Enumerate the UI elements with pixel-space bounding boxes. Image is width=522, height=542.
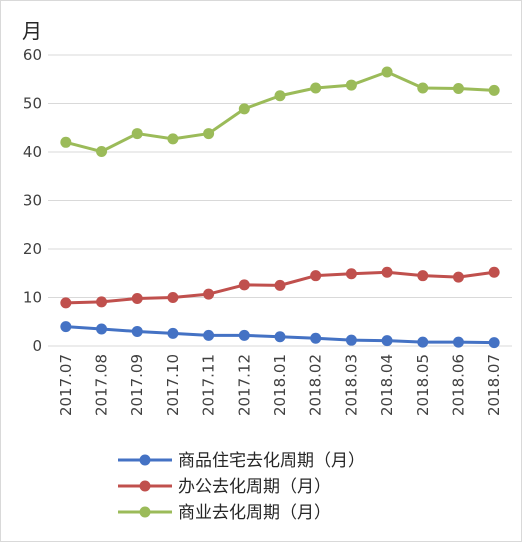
data-point: [310, 332, 322, 344]
y-tick-label: 30: [23, 192, 42, 210]
data-point: [167, 292, 179, 303]
data-point: [381, 335, 393, 347]
data-point: [131, 128, 143, 140]
x-tick-label: 2017.10: [164, 354, 182, 416]
x-tick-label: 2018.01: [271, 354, 289, 416]
legend-marker: [139, 454, 151, 466]
x-tick-label: 2018.07: [485, 354, 503, 416]
y-tick-label: 0: [32, 337, 42, 355]
data-point: [488, 84, 500, 96]
data-point: [345, 79, 357, 91]
y-axis-unit-label: 月: [22, 19, 42, 43]
data-point: [60, 297, 72, 309]
series-1: [60, 266, 500, 309]
data-point: [417, 270, 429, 282]
legend-marker: [139, 506, 151, 518]
legend: 商品住宅去化周期（月） 办公去化周期（月） 商业去化周期（月）: [118, 451, 365, 523]
data-point: [381, 266, 393, 278]
data-point: [96, 323, 108, 335]
legend-marker: [139, 480, 151, 492]
data-point: [203, 128, 215, 140]
data-point: [60, 321, 72, 333]
data-point: [203, 288, 215, 300]
series-2: [60, 66, 500, 158]
y-tick-label: 60: [23, 46, 42, 64]
data-point: [417, 336, 429, 348]
x-tick-label: 2018.05: [414, 354, 432, 416]
y-tick-label: 40: [23, 143, 42, 161]
data-point: [167, 327, 179, 339]
data-point: [131, 292, 143, 304]
x-tick-label: 2017.07: [57, 354, 75, 416]
legend-label: 商业去化周期（月）: [178, 503, 331, 523]
x-tick-label: 2018.02: [307, 354, 325, 416]
data-point: [452, 82, 464, 94]
data-point: [167, 133, 179, 145]
series-group: [60, 66, 500, 349]
data-point: [417, 82, 429, 94]
data-point: [488, 337, 500, 349]
data-point: [238, 279, 250, 291]
data-point: [60, 136, 72, 148]
x-tick-label: 2017.08: [93, 354, 111, 416]
x-tick-label: 2018.06: [449, 354, 467, 416]
data-point: [238, 329, 250, 341]
series-0: [60, 321, 500, 349]
legend-item-1: 办公去化周期（月）: [118, 477, 331, 497]
y-tick-label: 10: [23, 289, 42, 307]
y-axis-ticks: 0 10 20 30 40 50 60: [23, 46, 42, 355]
data-point: [96, 146, 108, 158]
data-point: [452, 271, 464, 283]
x-tick-label: 2017.11: [200, 354, 218, 416]
data-point: [488, 266, 500, 278]
data-point: [274, 331, 286, 343]
legend-label: 办公去化周期（月）: [178, 477, 331, 497]
y-tick-label: 50: [23, 95, 42, 113]
data-point: [452, 336, 464, 348]
data-point: [274, 279, 286, 291]
y-tick-label: 20: [23, 240, 42, 258]
x-tick-label: 2017.09: [128, 354, 146, 416]
x-tick-label: 2018.03: [342, 354, 360, 416]
legend-label: 商品住宅去化周期（月）: [178, 451, 365, 471]
data-point: [274, 90, 286, 102]
data-point: [381, 66, 393, 78]
data-point: [345, 334, 357, 346]
legend-item-2: 商业去化周期（月）: [118, 503, 331, 523]
legend-item-0: 商品住宅去化周期（月）: [118, 451, 365, 471]
x-tick-label: 2017.12: [235, 354, 253, 416]
data-point: [345, 268, 357, 280]
data-point: [310, 270, 322, 282]
x-tick-label: 2018.04: [378, 354, 396, 416]
data-point: [96, 296, 108, 308]
data-point: [203, 329, 215, 341]
data-point: [238, 103, 250, 115]
x-axis-ticks: 2017.07 2017.08 2017.09 2017.10 2017.11 2017.…: [57, 354, 503, 416]
data-point: [310, 82, 322, 94]
data-point: [131, 325, 143, 337]
gridlines: [48, 54, 512, 347]
